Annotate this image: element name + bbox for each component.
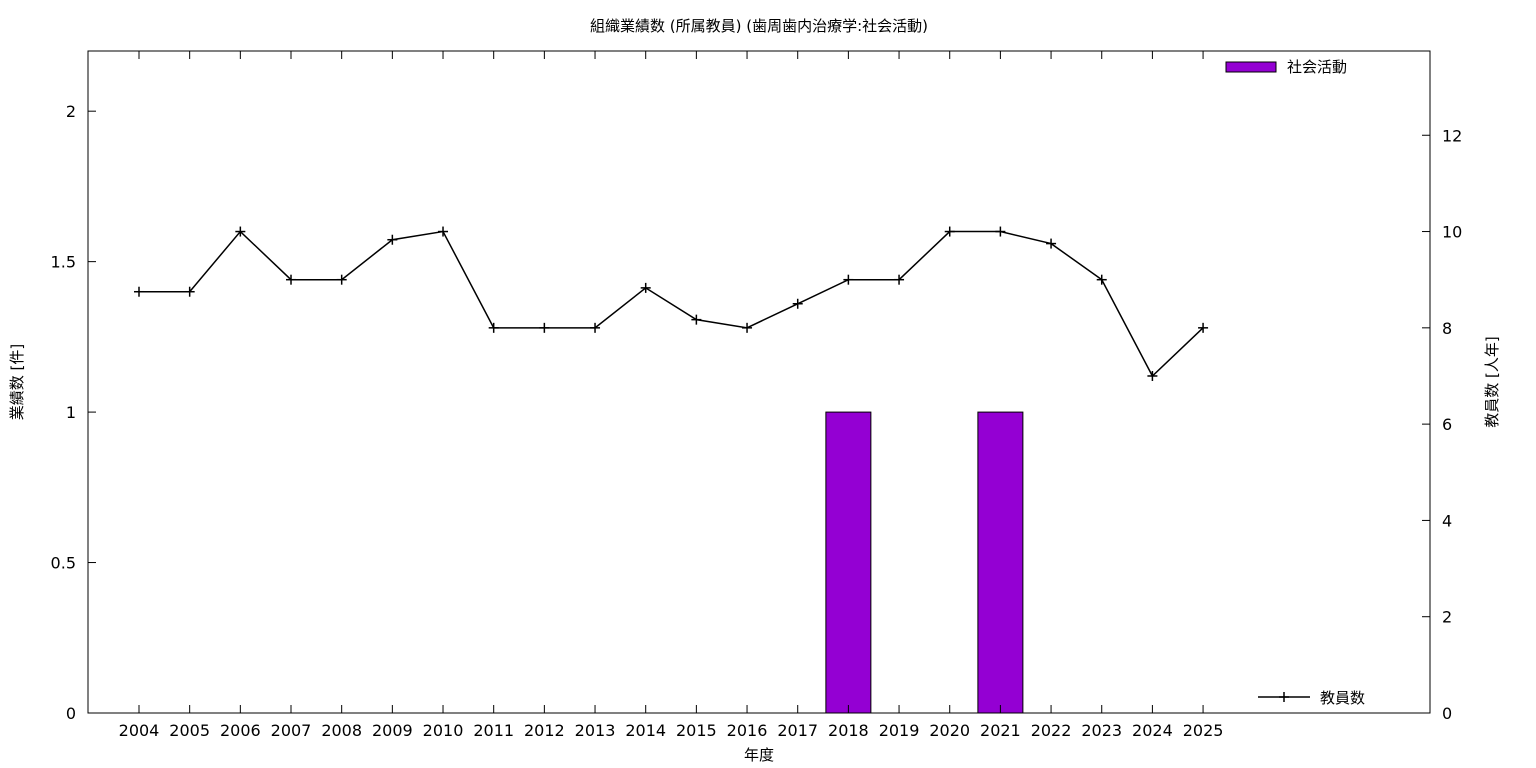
- bar-2021: [977, 411, 1024, 714]
- y-axis-left: 0 0.5 1 1.5 2: [51, 102, 96, 723]
- legend-line: 教員数: [1258, 689, 1365, 707]
- y-axis-label: 業績数 [件]: [8, 344, 26, 420]
- point-2010: [438, 226, 449, 237]
- y2-tick-label: 0: [1442, 704, 1452, 723]
- line-teachers: [139, 230, 1204, 378]
- x-tick-label: 2022: [1031, 721, 1072, 740]
- y2-tick-label: 2: [1442, 608, 1452, 627]
- y2-tick-label: 6: [1442, 415, 1452, 434]
- point-2018: [843, 274, 854, 285]
- x-tick-label: 2010: [423, 721, 464, 740]
- y2-tick-label: 4: [1442, 511, 1452, 530]
- point-2011: [488, 322, 499, 333]
- legend-bar-swatch: [1225, 61, 1277, 73]
- point-2022: [1046, 238, 1057, 249]
- x-tick-label: 2012: [524, 721, 565, 740]
- point-2013: [590, 322, 601, 333]
- x-tick-label: 2020: [929, 721, 970, 740]
- x-tick-label: 2005: [169, 721, 210, 740]
- x-tick-label: 2013: [575, 721, 616, 740]
- x-tick-label: 2019: [879, 721, 920, 740]
- x-tick-label: 2011: [473, 721, 514, 740]
- x-tick-label: 2021: [980, 721, 1021, 740]
- point-2017: [792, 298, 803, 309]
- plot-frame: [87, 50, 1431, 714]
- point-2014: [640, 282, 651, 293]
- legend-bar: 社会活動: [1225, 58, 1347, 76]
- x-tick-label: 2017: [777, 721, 818, 740]
- line-group: [134, 226, 1209, 381]
- x-tick-label: 2015: [676, 721, 717, 740]
- point-2015: [691, 314, 702, 325]
- bar-group: [825, 411, 1024, 714]
- x-tick-label: 2018: [828, 721, 869, 740]
- x-tick-label: 2016: [727, 721, 768, 740]
- point-2012: [539, 322, 550, 333]
- point-2016: [742, 322, 753, 333]
- point-2006: [235, 226, 246, 237]
- point-2025: [1198, 322, 1209, 333]
- y-tick-label: 1.5: [51, 253, 76, 272]
- point-2008: [336, 274, 347, 285]
- y2-axis-label: 教員数 [人年]: [1483, 336, 1501, 427]
- y2-tick-label: 10: [1442, 223, 1462, 242]
- x-tick-label: 2025: [1183, 721, 1224, 740]
- bar-2018: [825, 411, 872, 714]
- x-axis-label: 年度: [744, 746, 774, 764]
- y-tick-label: 1: [66, 403, 76, 422]
- x-axis: 2004 2005 2006 2007 2008 2009 2010 2011 2012 2013…: [119, 51, 1224, 740]
- point-2004: [134, 286, 144, 297]
- y-tick-label: 2: [66, 102, 76, 121]
- point-2020: [944, 226, 955, 237]
- x-tick-label: 2024: [1132, 721, 1173, 740]
- point-2021: [995, 226, 1006, 237]
- point-2024: [1147, 370, 1158, 381]
- x-tick-label: 2008: [321, 721, 362, 740]
- legend-bar-label: 社会活動: [1287, 58, 1347, 76]
- point-2007: [286, 274, 297, 285]
- x-tick-label: 2009: [372, 721, 413, 740]
- y2-tick-label: 12: [1442, 126, 1462, 145]
- x-tick-label: 2014: [625, 721, 666, 740]
- chart-title: 組織業績数 (所属教員) (歯周歯内治療学:社会活動): [590, 17, 928, 35]
- legend-line-label: 教員数: [1320, 689, 1365, 707]
- x-tick-label: 2004: [119, 721, 160, 740]
- point-2005: [184, 286, 195, 297]
- point-2019: [894, 274, 905, 285]
- y-axis-right: 0 2 4 6 8 10 12: [1422, 126, 1462, 723]
- point-2009: [387, 234, 398, 245]
- x-tick-label: 2007: [271, 721, 312, 740]
- point-2023: [1096, 274, 1107, 285]
- y-tick-label: 0: [66, 704, 76, 723]
- x-tick-label: 2023: [1081, 721, 1122, 740]
- y-tick-label: 0.5: [51, 554, 76, 573]
- y2-tick-label: 8: [1442, 319, 1452, 338]
- x-tick-label: 2006: [220, 721, 261, 740]
